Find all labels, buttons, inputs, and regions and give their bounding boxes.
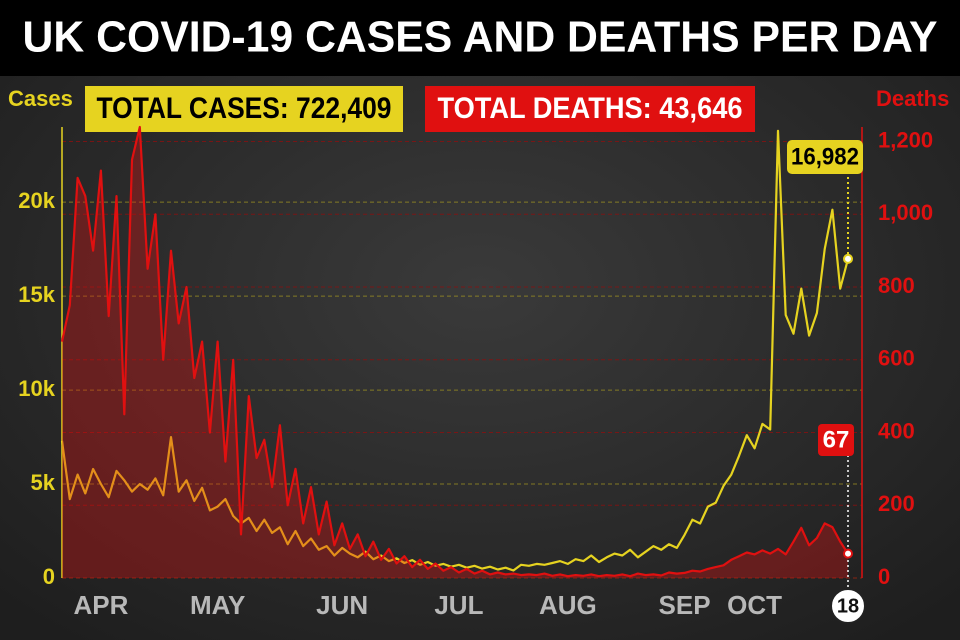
line [60, 125, 849, 578]
y-tick-label: 5k [31, 470, 56, 495]
y2-tick-label: 400 [878, 418, 915, 443]
y2-tick-label: 800 [878, 273, 915, 298]
area [62, 127, 848, 578]
y-tick-label: 20k [18, 188, 55, 213]
x-tick-label: OCT [727, 590, 782, 620]
annotation-box [787, 140, 863, 174]
total-cases: TOTAL CASES: 722,409 [97, 92, 392, 125]
total-deaths: TOTAL DEATHS: 43,646 [438, 92, 743, 125]
y2-tick-label: 1,000 [878, 200, 933, 225]
y2-tick-label: 200 [878, 491, 915, 516]
x-tick-label: AUG [539, 590, 597, 620]
y2-axis-label: Deaths [876, 86, 949, 111]
y-tick-label: 15k [18, 282, 55, 307]
plot-area: 0 5k 10k 15k 20k 0 200 400 600 800 1,000 1,200 APR MA… [18, 125, 933, 624]
total-cases-box [85, 86, 403, 132]
y-tick-label: 0 [43, 564, 55, 589]
title-bar [0, 0, 960, 76]
end-point [843, 548, 853, 559]
annotation-box [818, 424, 854, 456]
x-tick-label: JUN [316, 590, 368, 620]
annotation: 67 [823, 426, 850, 453]
x-tick-label: APR [73, 590, 128, 620]
line [60, 129, 850, 572]
annotation: 16,982 [791, 143, 859, 170]
x-tick-label: MAY [190, 590, 245, 620]
y2-tick-label: 600 [878, 346, 915, 371]
y-axis-label: Cases [8, 86, 73, 111]
y-tick-label: 10k [18, 376, 55, 401]
x-tick-label: JUL [434, 590, 483, 620]
y2-tick-label: 0 [878, 564, 890, 589]
end-point [843, 253, 853, 264]
x-tick-label: 18 [837, 595, 859, 617]
y2-tick-label: 1,200 [878, 127, 933, 152]
total-deaths-box [425, 86, 755, 132]
x-tick-label: SEP [659, 590, 711, 620]
chart-title: UK COVID-19 CASES AND DEATHS PER DAY [23, 13, 938, 62]
date-marker-circle [830, 588, 866, 624]
